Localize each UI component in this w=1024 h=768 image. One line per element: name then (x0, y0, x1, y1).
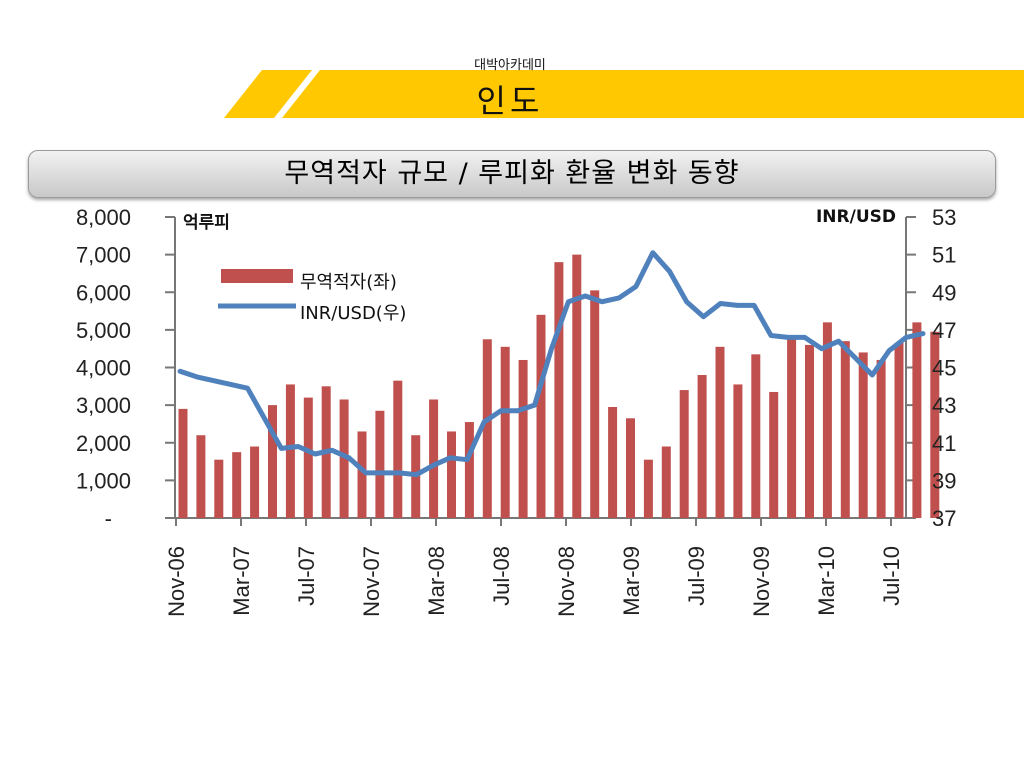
x-tick-label: Mar-08 (424, 546, 449, 616)
bar (214, 459, 224, 518)
bar (697, 375, 707, 518)
left-tick-label: 8,000 (76, 205, 131, 230)
left-tick-label: - (105, 506, 112, 531)
banner-accent-stripe (224, 70, 312, 118)
bar (268, 405, 277, 518)
legend-label-exchange-rate: INR/USD(우) (300, 303, 406, 324)
right-tick-label: 53 (932, 205, 956, 230)
bar (679, 390, 689, 518)
bar (375, 410, 385, 518)
x-tick-label: Jul-10 (879, 546, 904, 606)
left-tick-label: 6,000 (76, 280, 131, 305)
bar (715, 346, 725, 518)
right-tick-label: 37 (932, 506, 956, 531)
line-layer (177, 250, 926, 478)
x-tick-label: Mar-10 (814, 546, 839, 616)
bar (196, 435, 206, 518)
bar (250, 446, 260, 518)
right-tick-label: 47 (932, 318, 956, 343)
left-tick-label: 2,000 (76, 431, 131, 456)
bar (464, 422, 474, 518)
right-tick-label: 43 (932, 393, 956, 418)
chart-title-bar: 무역적자 규모 / 루피화 환율 변화 동향 (28, 150, 996, 198)
bar (805, 344, 814, 518)
bar (608, 407, 618, 518)
bar (447, 431, 456, 518)
bar (357, 431, 367, 518)
x-tick-label: Mar-07 (229, 546, 254, 616)
bar (787, 337, 797, 518)
bars-layer (178, 254, 940, 518)
bar (930, 331, 940, 518)
bar (858, 352, 868, 518)
bar (393, 380, 403, 518)
bar (429, 399, 439, 518)
legend: 무역적자(좌) INR/USD(우) (218, 269, 406, 324)
bar (303, 397, 313, 518)
bar (876, 359, 886, 518)
x-tick-label: Mar-09 (619, 546, 644, 616)
right-tick-label: 49 (932, 280, 956, 305)
bar (840, 341, 850, 518)
right-tick-label: 39 (932, 468, 956, 493)
banner-main-band (282, 70, 1024, 118)
legend-label-trade-deficit: 무역적자(좌) (300, 272, 397, 293)
bar (661, 446, 671, 518)
bar (178, 408, 188, 518)
combo-chart: - 1,000 2,000 3,000 4,000 5,000 6,000 7,000 8,00… (76, 205, 957, 617)
exchange-rate-line (177, 250, 926, 478)
header-banner (224, 70, 1024, 118)
brand-label: 대박아카데미 (474, 58, 546, 73)
legend-bar-swatch (221, 269, 293, 283)
bar (751, 354, 761, 518)
bar (643, 459, 653, 518)
page-title: 인도 (476, 82, 544, 120)
x-tick-label: Jul-08 (489, 546, 514, 606)
x-tick-label: Nov-07 (359, 546, 384, 617)
bar (769, 391, 779, 518)
left-tick-label: 1,000 (76, 468, 131, 493)
bar (500, 346, 510, 518)
x-tick-label: Nov-09 (749, 546, 774, 617)
bar (518, 359, 528, 518)
bar (894, 343, 904, 518)
bar (733, 384, 743, 518)
right-tick-label: 51 (932, 243, 956, 268)
bar (572, 254, 582, 518)
right-tick-label: 41 (932, 431, 956, 456)
bar (626, 418, 635, 518)
left-tick-label: 3,000 (76, 393, 131, 418)
bar (822, 322, 832, 518)
bar (554, 262, 564, 518)
bar (912, 322, 922, 518)
left-axis-unit: 억루피 (183, 213, 230, 233)
bar (536, 314, 546, 518)
bar (285, 384, 295, 518)
bar (590, 290, 600, 518)
bar (339, 399, 349, 518)
x-tick-label: Nov-06 (164, 546, 189, 617)
left-tick-label: 4,000 (76, 356, 131, 381)
chart-title: 무역적자 규모 / 루피화 환율 변화 동향 (284, 158, 740, 189)
left-tick-label: 7,000 (76, 243, 131, 268)
left-tick-label: 5,000 (76, 318, 131, 343)
right-axis-unit: INR/USD (816, 207, 896, 227)
x-tick-label: Jul-09 (684, 546, 709, 606)
right-tick-label: 45 (932, 356, 956, 381)
x-tick-label: Jul-07 (294, 546, 319, 606)
bar (482, 339, 492, 518)
x-tick-label: Nov-08 (554, 546, 579, 617)
labels-layer: - 1,000 2,000 3,000 4,000 5,000 6,000 7,000 8,00… (76, 205, 957, 617)
bar (232, 452, 242, 518)
